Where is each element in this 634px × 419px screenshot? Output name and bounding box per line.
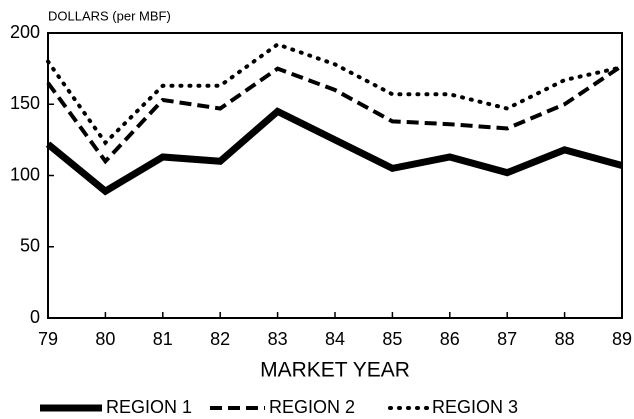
x-tick-label: 86	[440, 329, 460, 349]
y-tick-label: 150	[10, 93, 40, 113]
x-tick-label: 83	[268, 329, 288, 349]
x-tick-label: 82	[210, 329, 230, 349]
legend-label: REGION 3	[432, 397, 518, 417]
x-tick-label: 79	[38, 329, 58, 349]
y-tick-label: 0	[30, 307, 40, 327]
y-axis-label: DOLLARS (per MBF)	[48, 8, 171, 23]
x-tick-label: 89	[612, 329, 632, 349]
y-tick-label: 200	[10, 22, 40, 42]
x-tick-label: 87	[497, 329, 517, 349]
x-tick-label: 80	[95, 329, 115, 349]
series-line	[46, 64, 624, 165]
x-tick-label: 85	[382, 329, 402, 349]
series-line	[46, 42, 624, 146]
x-axis-label: MARKET YEAR	[260, 359, 410, 382]
x-tick-label: 88	[555, 329, 575, 349]
x-tick-label: 84	[325, 329, 345, 349]
y-tick-label: 50	[20, 236, 40, 256]
legend-label: REGION 1	[106, 397, 192, 417]
legend-label: REGION 2	[269, 397, 355, 417]
y-tick-label: 100	[10, 164, 40, 184]
x-tick-label: 81	[153, 329, 173, 349]
series-line	[45, 107, 623, 196]
